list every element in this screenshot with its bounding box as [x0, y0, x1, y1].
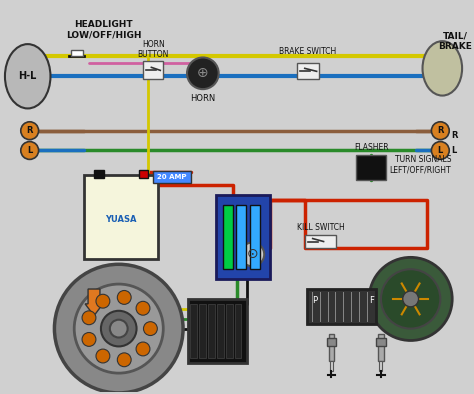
Circle shape: [431, 141, 449, 160]
Bar: [223, 205, 233, 269]
Text: L: L: [438, 146, 443, 155]
Text: HORN
BUTTON: HORN BUTTON: [137, 40, 169, 59]
Circle shape: [144, 322, 157, 336]
Text: TURN SIGNALS
LEFT/OFF/RIGHT: TURN SIGNALS LEFT/OFF/RIGHT: [390, 156, 451, 175]
Bar: [380, 361, 383, 371]
Bar: [376, 338, 386, 346]
Text: ⊙: ⊙: [246, 247, 258, 261]
Circle shape: [136, 342, 150, 356]
Text: L: L: [27, 146, 32, 155]
Text: R: R: [27, 126, 33, 135]
Text: HORN: HORN: [190, 94, 216, 103]
Circle shape: [136, 301, 150, 315]
Text: R: R: [437, 126, 444, 135]
Bar: [144, 61, 163, 79]
Text: 20 AMP: 20 AMP: [157, 174, 187, 180]
Circle shape: [21, 122, 38, 139]
Bar: [84, 175, 158, 259]
Circle shape: [381, 269, 440, 329]
Circle shape: [74, 284, 163, 373]
Circle shape: [101, 311, 137, 346]
Text: F: F: [369, 296, 374, 305]
Bar: [327, 338, 337, 346]
Text: L: L: [451, 146, 456, 155]
Circle shape: [403, 291, 419, 307]
Bar: [154, 171, 191, 183]
Bar: [226, 304, 233, 358]
Text: ⊕: ⊕: [197, 66, 209, 80]
Bar: [138, 170, 148, 178]
Text: HEADLIGHT
LOW/OFF/HIGH: HEADLIGHT LOW/OFF/HIGH: [66, 20, 142, 39]
Bar: [208, 304, 215, 358]
Text: FLASHER: FLASHER: [354, 143, 388, 152]
FancyArrow shape: [85, 289, 103, 316]
Text: TAIL/
BRAKE: TAIL/ BRAKE: [438, 32, 472, 51]
Circle shape: [21, 141, 38, 160]
Text: R: R: [451, 131, 458, 140]
Text: P: P: [312, 296, 317, 305]
Bar: [216, 195, 270, 279]
Circle shape: [96, 294, 110, 308]
Bar: [330, 361, 333, 371]
Bar: [71, 50, 83, 56]
Text: YUASA: YUASA: [105, 215, 137, 224]
Bar: [199, 304, 206, 358]
Circle shape: [117, 290, 131, 304]
Bar: [94, 170, 104, 178]
Text: BRAKE SWITCH: BRAKE SWITCH: [279, 48, 337, 56]
Bar: [356, 156, 386, 180]
Bar: [250, 205, 260, 269]
Bar: [237, 205, 246, 269]
Ellipse shape: [422, 41, 462, 96]
Bar: [217, 304, 224, 358]
Circle shape: [117, 353, 131, 367]
Circle shape: [369, 257, 452, 340]
Bar: [190, 304, 197, 358]
Circle shape: [55, 264, 183, 393]
Text: KILL SWITCH: KILL SWITCH: [297, 223, 345, 232]
Ellipse shape: [5, 44, 50, 108]
Bar: [297, 63, 319, 79]
Circle shape: [187, 58, 219, 89]
Circle shape: [110, 320, 128, 338]
Bar: [307, 289, 376, 323]
Circle shape: [96, 349, 110, 363]
Bar: [378, 334, 384, 361]
Bar: [235, 304, 241, 358]
Bar: [328, 334, 335, 361]
Circle shape: [240, 243, 264, 266]
Text: H-L: H-L: [18, 71, 37, 81]
Bar: [305, 234, 337, 249]
Circle shape: [431, 122, 449, 139]
Circle shape: [82, 311, 96, 325]
Bar: [188, 299, 247, 363]
Circle shape: [82, 333, 96, 346]
